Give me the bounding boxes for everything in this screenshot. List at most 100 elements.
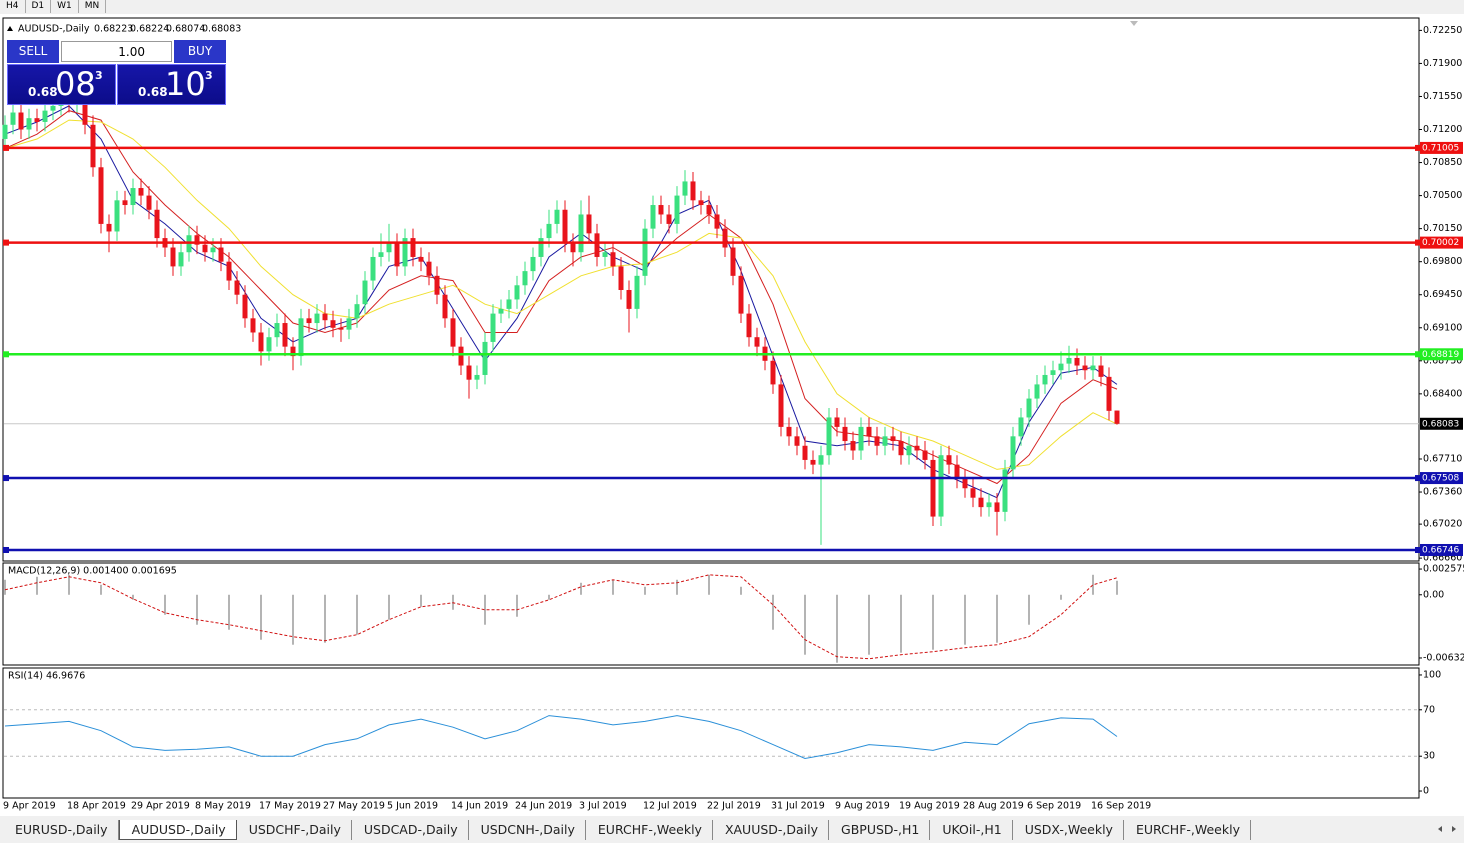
candle-body <box>658 205 664 215</box>
y-tick-label: 0.67020 <box>1423 519 1462 530</box>
header-value: 0.68074 <box>166 24 205 35</box>
candle-body <box>42 110 48 122</box>
chart-tab[interactable]: USDCAD-,Daily <box>352 820 469 840</box>
level-label: 0.67508 <box>1422 474 1459 484</box>
chart-tab[interactable]: XAUUSD-,Daily <box>713 820 830 840</box>
candle-body <box>922 450 928 460</box>
level-anchor <box>1415 144 1421 151</box>
y-tick-label: 0.71550 <box>1423 91 1462 102</box>
scroll-right[interactable] <box>1452 826 1456 832</box>
timeframe-button[interactable]: D1 <box>25 0 52 13</box>
x-tick-label: 12 Jul 2019 <box>643 801 697 812</box>
candle-body <box>626 290 632 309</box>
candle-body <box>1050 370 1056 375</box>
macd-bar <box>708 574 710 595</box>
chart-tab[interactable]: AUDUSD-,Daily <box>118 820 237 840</box>
candle-body <box>818 455 824 465</box>
x-tick-label: 14 Jun 2019 <box>451 801 508 812</box>
macd-bar <box>100 584 102 595</box>
buy-button[interactable]: BUY <box>174 40 226 63</box>
candle-body <box>258 332 264 352</box>
macd-bar <box>644 586 646 595</box>
scroll-left[interactable] <box>1438 826 1442 832</box>
candle-body <box>1106 376 1112 411</box>
macd-bar <box>612 579 614 595</box>
macd-bar <box>1116 580 1118 595</box>
candle-body <box>34 118 40 122</box>
y-tick-label: 0.67710 <box>1423 453 1462 464</box>
volume-input[interactable]: 1.00 <box>61 41 172 62</box>
candle-body <box>994 502 1000 512</box>
candle-body <box>786 426 792 437</box>
x-tick-label: 6 Sep 2019 <box>1027 801 1081 812</box>
macd-bar <box>132 594 134 600</box>
macd-bar <box>164 594 166 615</box>
candle-body <box>18 112 24 130</box>
candle-body <box>506 299 512 309</box>
candle-body <box>578 214 584 253</box>
candle-body <box>890 436 896 442</box>
chart-tab[interactable]: EURUSD-,Daily <box>3 820 119 840</box>
candle-body <box>346 318 352 330</box>
toolbar <box>0 0 1464 14</box>
candle-body <box>202 244 208 253</box>
macd-bar <box>388 594 390 620</box>
level-label-box <box>1420 543 1463 556</box>
macd-bar <box>868 594 870 655</box>
candle-body <box>170 247 176 267</box>
candle-body <box>570 242 576 253</box>
candle-body <box>514 285 520 300</box>
candle-body <box>154 209 160 239</box>
level-anchor <box>1415 546 1421 553</box>
candle-body <box>1026 398 1032 418</box>
panel-title: RSI(14) 46.9676 <box>8 671 85 682</box>
candle-body <box>746 313 752 338</box>
chart-tab[interactable]: GBPUSD-,H1 <box>829 820 931 840</box>
timeframe-button[interactable]: MN <box>78 0 107 13</box>
chart-tab[interactable]: EURCHF-,Weekly <box>1124 820 1251 840</box>
timeframe-button[interactable]: H4 <box>0 0 26 13</box>
candle-body <box>562 209 568 243</box>
candle-body <box>810 459 816 465</box>
candle-body <box>858 426 864 451</box>
x-tick-label: 27 May 2019 <box>323 801 385 812</box>
candle-body <box>1018 417 1024 437</box>
candle-body <box>410 238 416 257</box>
symbol-marker <box>7 26 13 31</box>
macd-bar <box>36 576 38 595</box>
macd-bar <box>836 594 838 663</box>
y-tick-label: 70 <box>1423 704 1435 715</box>
buy-price[interactable]: 0.68 10 3 <box>117 64 226 105</box>
candle-body <box>698 200 704 206</box>
level-label-box <box>1420 472 1463 485</box>
macd-bar <box>68 574 70 595</box>
candle-body <box>706 205 712 215</box>
candle-body <box>730 247 736 276</box>
y-tick-label: 0.72250 <box>1423 25 1462 36</box>
chart-tab[interactable]: EURCHF-,Weekly <box>586 820 713 840</box>
candle-body <box>1066 357 1072 364</box>
macd-bar <box>228 594 230 630</box>
price-small: 0.68 <box>28 85 58 99</box>
candle-body <box>938 455 944 517</box>
candle-body <box>2 124 8 139</box>
y-tick-label: 0.69800 <box>1423 256 1462 267</box>
header-value: 0.68224 <box>130 24 169 35</box>
candle-body <box>842 426 848 442</box>
candle-body <box>1098 365 1104 377</box>
x-tick-label: 5 Jun 2019 <box>387 801 438 812</box>
macd-panel <box>2 562 1420 666</box>
sell-button[interactable]: SELL <box>7 40 59 63</box>
candle-body <box>458 346 464 366</box>
timeframe-button[interactable]: W1 <box>51 0 79 13</box>
chart-tab[interactable]: UKOil-,H1 <box>930 820 1013 840</box>
candle-body <box>946 455 952 465</box>
chart-tab[interactable]: USDCHF-,Daily <box>237 820 352 840</box>
sell-price[interactable]: 0.68 08 3 <box>7 64 116 105</box>
chart-tab[interactable]: USDCNH-,Daily <box>469 820 586 840</box>
y-tick-label: 0.71200 <box>1423 124 1462 135</box>
candle-body <box>10 112 16 125</box>
chart-tab[interactable]: USDX-,Weekly <box>1013 820 1124 840</box>
candle-body <box>794 436 800 446</box>
